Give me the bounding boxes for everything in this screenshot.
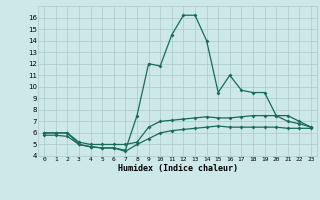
X-axis label: Humidex (Indice chaleur): Humidex (Indice chaleur) [118,164,238,173]
